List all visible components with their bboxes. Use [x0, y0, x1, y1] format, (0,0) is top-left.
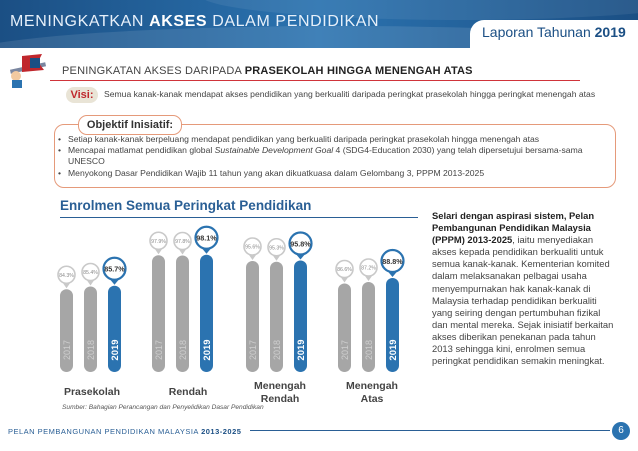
value-label: 86.6% — [337, 267, 352, 273]
side-paragraph: Selari dengan aspirasi sistem, Pelan Pem… — [432, 210, 618, 367]
flag-icon — [9, 54, 47, 88]
bar-rendah-2017 — [152, 255, 165, 372]
value-label: 85.4% — [83, 270, 98, 276]
page-number: 6 — [612, 422, 630, 440]
header-title-pre: MENINGKATKAN — [10, 13, 150, 30]
footer-divider — [250, 430, 610, 431]
value-label: 95.8% — [290, 239, 311, 248]
objective-bullet-3: Menyokong Dasar Pendidikan Wajib 11 tahu… — [58, 168, 608, 179]
report-label: Laporan Tahunan — [482, 24, 595, 40]
category-label-menengah-atas: Menengah Atas — [332, 380, 412, 406]
bar-prasekolah-2017 — [60, 289, 73, 372]
value-pin — [288, 231, 313, 256]
header-title-post: DALAM PENDIDIKAN — [207, 13, 380, 30]
category-label-menengah-rendah-line-1: Menengah — [254, 380, 306, 392]
category-label-prasekolah-line-1: Prasekolah — [63, 386, 121, 398]
category-label-prasekolah: Prasekolah — [52, 386, 132, 399]
bar-menengah-rendah-2018 — [270, 261, 283, 372]
visi-label: Visi: — [66, 87, 98, 103]
year-label-2017: 2017 — [340, 340, 350, 360]
report-title: Laporan Tahunan 2019 — [482, 24, 626, 40]
bar-menengah-atas-2019 — [386, 278, 399, 372]
section-title: PENINGKATAN AKSES DARIPADA PRASEKOLAH HI… — [62, 65, 473, 77]
year-label-2017: 2017 — [62, 340, 72, 360]
year-label-2019: 2019 — [296, 339, 307, 360]
value-pin — [149, 231, 168, 251]
year-label-2019: 2019 — [388, 339, 399, 360]
value-label: 97.8% — [175, 239, 190, 245]
bar-rendah-2018 — [176, 255, 189, 372]
value-label: 95.3% — [269, 245, 284, 251]
year-label-2018: 2018 — [364, 340, 374, 360]
bar-rendah-2019 — [200, 254, 213, 372]
value-label: 97.9% — [151, 239, 166, 245]
header-title: MENINGKATKAN AKSES DALAM PENDIDIKAN — [10, 13, 379, 31]
category-label-rendah: Rendah — [148, 386, 228, 399]
side-paragraph-body: , iaitu menyediakan akses kepada pendidi… — [432, 234, 614, 367]
category-label-menengah-rendah-line-2: Rendah — [260, 393, 300, 405]
bar-menengah-rendah-2019 — [294, 260, 307, 372]
objective-bullet-2-post: 4 (SDG4-Education 2030) yang telah diper… — [68, 145, 583, 166]
bar-prasekolah-2019 — [108, 285, 121, 372]
bar-menengah-atas-2017 — [338, 283, 351, 372]
category-label-menengah-atas-line-2: Atas — [360, 393, 384, 405]
year-label-2019: 2019 — [110, 339, 121, 360]
value-pin — [81, 262, 100, 282]
value-pin — [194, 225, 219, 250]
year-label-2019: 2019 — [202, 339, 213, 360]
objective-bullet-2-pre: Mencapai matlamat pendidikan global — [68, 145, 215, 155]
section-title-bold: PRASEKOLAH HINGGA MENENGAH ATAS — [244, 65, 473, 77]
value-pin — [243, 237, 262, 256]
bar-prasekolah-2018 — [84, 286, 97, 372]
value-label: 98.1% — [196, 234, 217, 243]
category-label-rendah-line-1: Rendah — [168, 386, 208, 398]
objective-bullet-2: Mencapai matlamat pendidikan global Sust… — [58, 145, 608, 167]
bar-menengah-atas-2018 — [362, 282, 375, 372]
value-label: 85.7% — [104, 265, 125, 274]
value-pin — [173, 231, 192, 251]
footer-text: PELAN PEMBANGUNAN PENDIDIKAN MALAYSIA 20… — [8, 427, 241, 436]
chart-title-rule — [60, 217, 418, 218]
report-badge — [470, 20, 638, 48]
value-pin — [380, 248, 405, 274]
year-label-2018: 2018 — [272, 340, 282, 360]
section-title-pre: PENINGKATAN AKSES DARIPADA — [62, 65, 245, 77]
objective-box — [54, 124, 616, 188]
footer-text-pre: PELAN PEMBANGUNAN PENDIDIKAN MALAYSIA — [8, 427, 202, 436]
side-paragraph-bold: Selari dengan aspirasi sistem, Pelan Pem… — [432, 210, 595, 246]
year-label-2017: 2017 — [248, 340, 258, 360]
section-divider — [50, 80, 580, 81]
value-pin — [102, 256, 127, 281]
year-label-2017: 2017 — [154, 340, 164, 360]
value-label: 87.2% — [361, 266, 376, 272]
objective-bullet-1: Setiap kanak-kanak berpeluang mendapat p… — [58, 134, 608, 145]
bar-menengah-rendah-2017 — [246, 261, 259, 372]
enrolment-chart: 2017 84.3% 2018 85.4% 2019 85.7% 2017 97.9% 2018… — [57, 225, 405, 372]
chart-title: Enrolmen Semua Peringkat Pendidikan — [60, 198, 312, 213]
objective-bullet-2-italic: Sustainable Development Goal — [214, 145, 334, 155]
value-label: 95.6% — [245, 245, 260, 251]
year-label-2018: 2018 — [86, 340, 96, 360]
value-pin — [359, 258, 378, 277]
report-year: 2019 — [594, 24, 626, 40]
year-label-2018: 2018 — [178, 340, 188, 360]
chart-source: Sumber: Bahagian Perancangan dan Penyeli… — [62, 404, 264, 411]
header-title-bold: AKSES — [149, 13, 208, 30]
objective-label: Objektif Inisiatif: — [78, 115, 182, 135]
visi-text: Semua kanak-kanak mendapat akses pendidi… — [104, 89, 596, 99]
category-label-menengah-atas-line-1: Menengah — [346, 380, 398, 392]
value-pin — [335, 259, 354, 279]
value-label: 84.3% — [59, 273, 74, 279]
value-pin — [57, 265, 76, 285]
footer-text-bold: 2013-2025 — [201, 427, 242, 436]
value-pin — [267, 237, 286, 257]
value-label: 88.8% — [382, 257, 403, 266]
category-label-menengah-rendah: Menengah Rendah — [240, 380, 320, 406]
